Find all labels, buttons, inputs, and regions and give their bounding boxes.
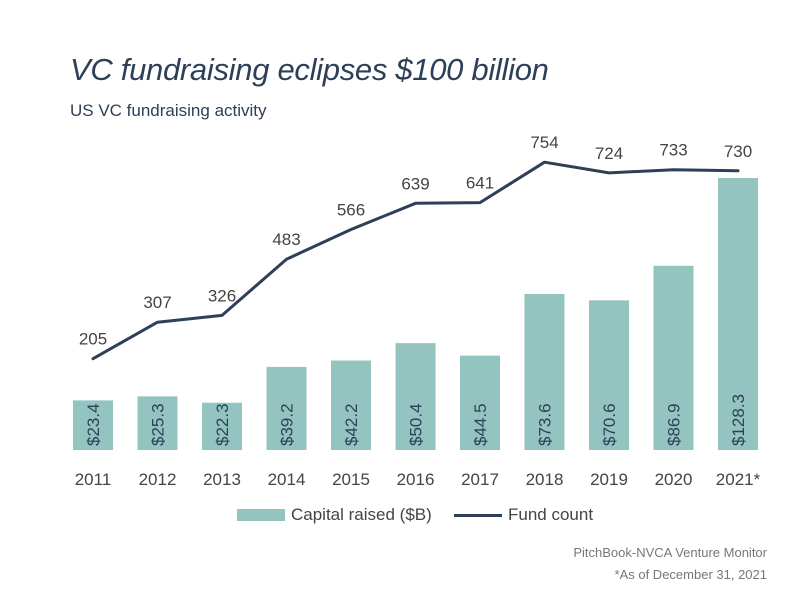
bar-2012	[137, 396, 178, 450]
bar-value-label: $25.3	[149, 403, 168, 446]
legend-bar-swatch	[237, 509, 285, 521]
x-tick-label: 2020	[655, 470, 693, 489]
bar-value-label: $73.6	[536, 403, 555, 446]
bar-2019	[589, 300, 629, 450]
bar-2013	[202, 402, 242, 450]
x-tick-label: 2017	[461, 470, 499, 489]
bar-2016	[395, 343, 436, 450]
bar-value-label: $50.4	[407, 403, 426, 446]
bar-value-label: $86.9	[665, 403, 684, 446]
x-tick-label: 2011	[75, 470, 112, 489]
line-value-label: 641	[466, 174, 494, 193]
bar-value-label: $128.3	[729, 394, 748, 446]
x-tick-label: 2012	[139, 470, 177, 489]
line-value-label: 483	[272, 230, 300, 249]
source-footnote: *As of December 31, 2021	[614, 567, 767, 582]
bar-value-label: $22.3	[213, 403, 232, 446]
chart-title: VC fundraising eclipses $100 billion	[70, 52, 549, 87]
line-value-label: 566	[337, 200, 365, 219]
line-value-label: 307	[143, 293, 171, 312]
bar-value-label: $42.2	[342, 403, 361, 446]
bar-2017	[460, 355, 500, 450]
fund-count-line	[91, 160, 740, 361]
x-tick-label: 2018	[526, 470, 564, 489]
bar-2014	[266, 366, 307, 450]
x-tick-label: 2013	[203, 470, 241, 489]
line-value-label: 205	[79, 330, 107, 349]
bar-2021	[718, 178, 758, 450]
legend-bar-entry: Capital raised ($B)	[237, 503, 432, 527]
line-value-label: 754	[530, 133, 558, 152]
bar-value-label: $23.4	[84, 403, 103, 446]
line-value-label: 724	[595, 144, 623, 163]
line-value-label: 730	[724, 142, 752, 161]
bar-2018	[524, 293, 565, 450]
line-value-label: 326	[208, 286, 236, 305]
bar-value-label: $44.5	[471, 403, 490, 446]
x-tick-label: 2016	[397, 470, 435, 489]
legend-line-label: Fund count	[508, 505, 594, 524]
bar-value-label: $70.6	[600, 403, 619, 446]
line-value-label: 639	[401, 174, 429, 193]
x-tick-label: 2014	[268, 470, 306, 489]
bar-2015	[331, 360, 371, 450]
bar-2011	[73, 400, 113, 450]
bar-value-label: $39.2	[278, 403, 297, 446]
bar-2020	[653, 265, 694, 450]
x-tick-label: 2021*	[716, 470, 761, 489]
legend-line-entry: Fund count	[454, 503, 593, 527]
line-value-label: 733	[659, 141, 687, 160]
legend-line-swatch	[454, 513, 502, 517]
x-tick-label: 2019	[590, 470, 628, 489]
chart-subtitle: US VC fundraising activity	[70, 101, 267, 120]
source-credit: PitchBook-NVCA Venture Monitor	[573, 545, 767, 560]
legend-bar-label: Capital raised ($B)	[291, 505, 432, 524]
x-tick-label: 2015	[332, 470, 370, 489]
